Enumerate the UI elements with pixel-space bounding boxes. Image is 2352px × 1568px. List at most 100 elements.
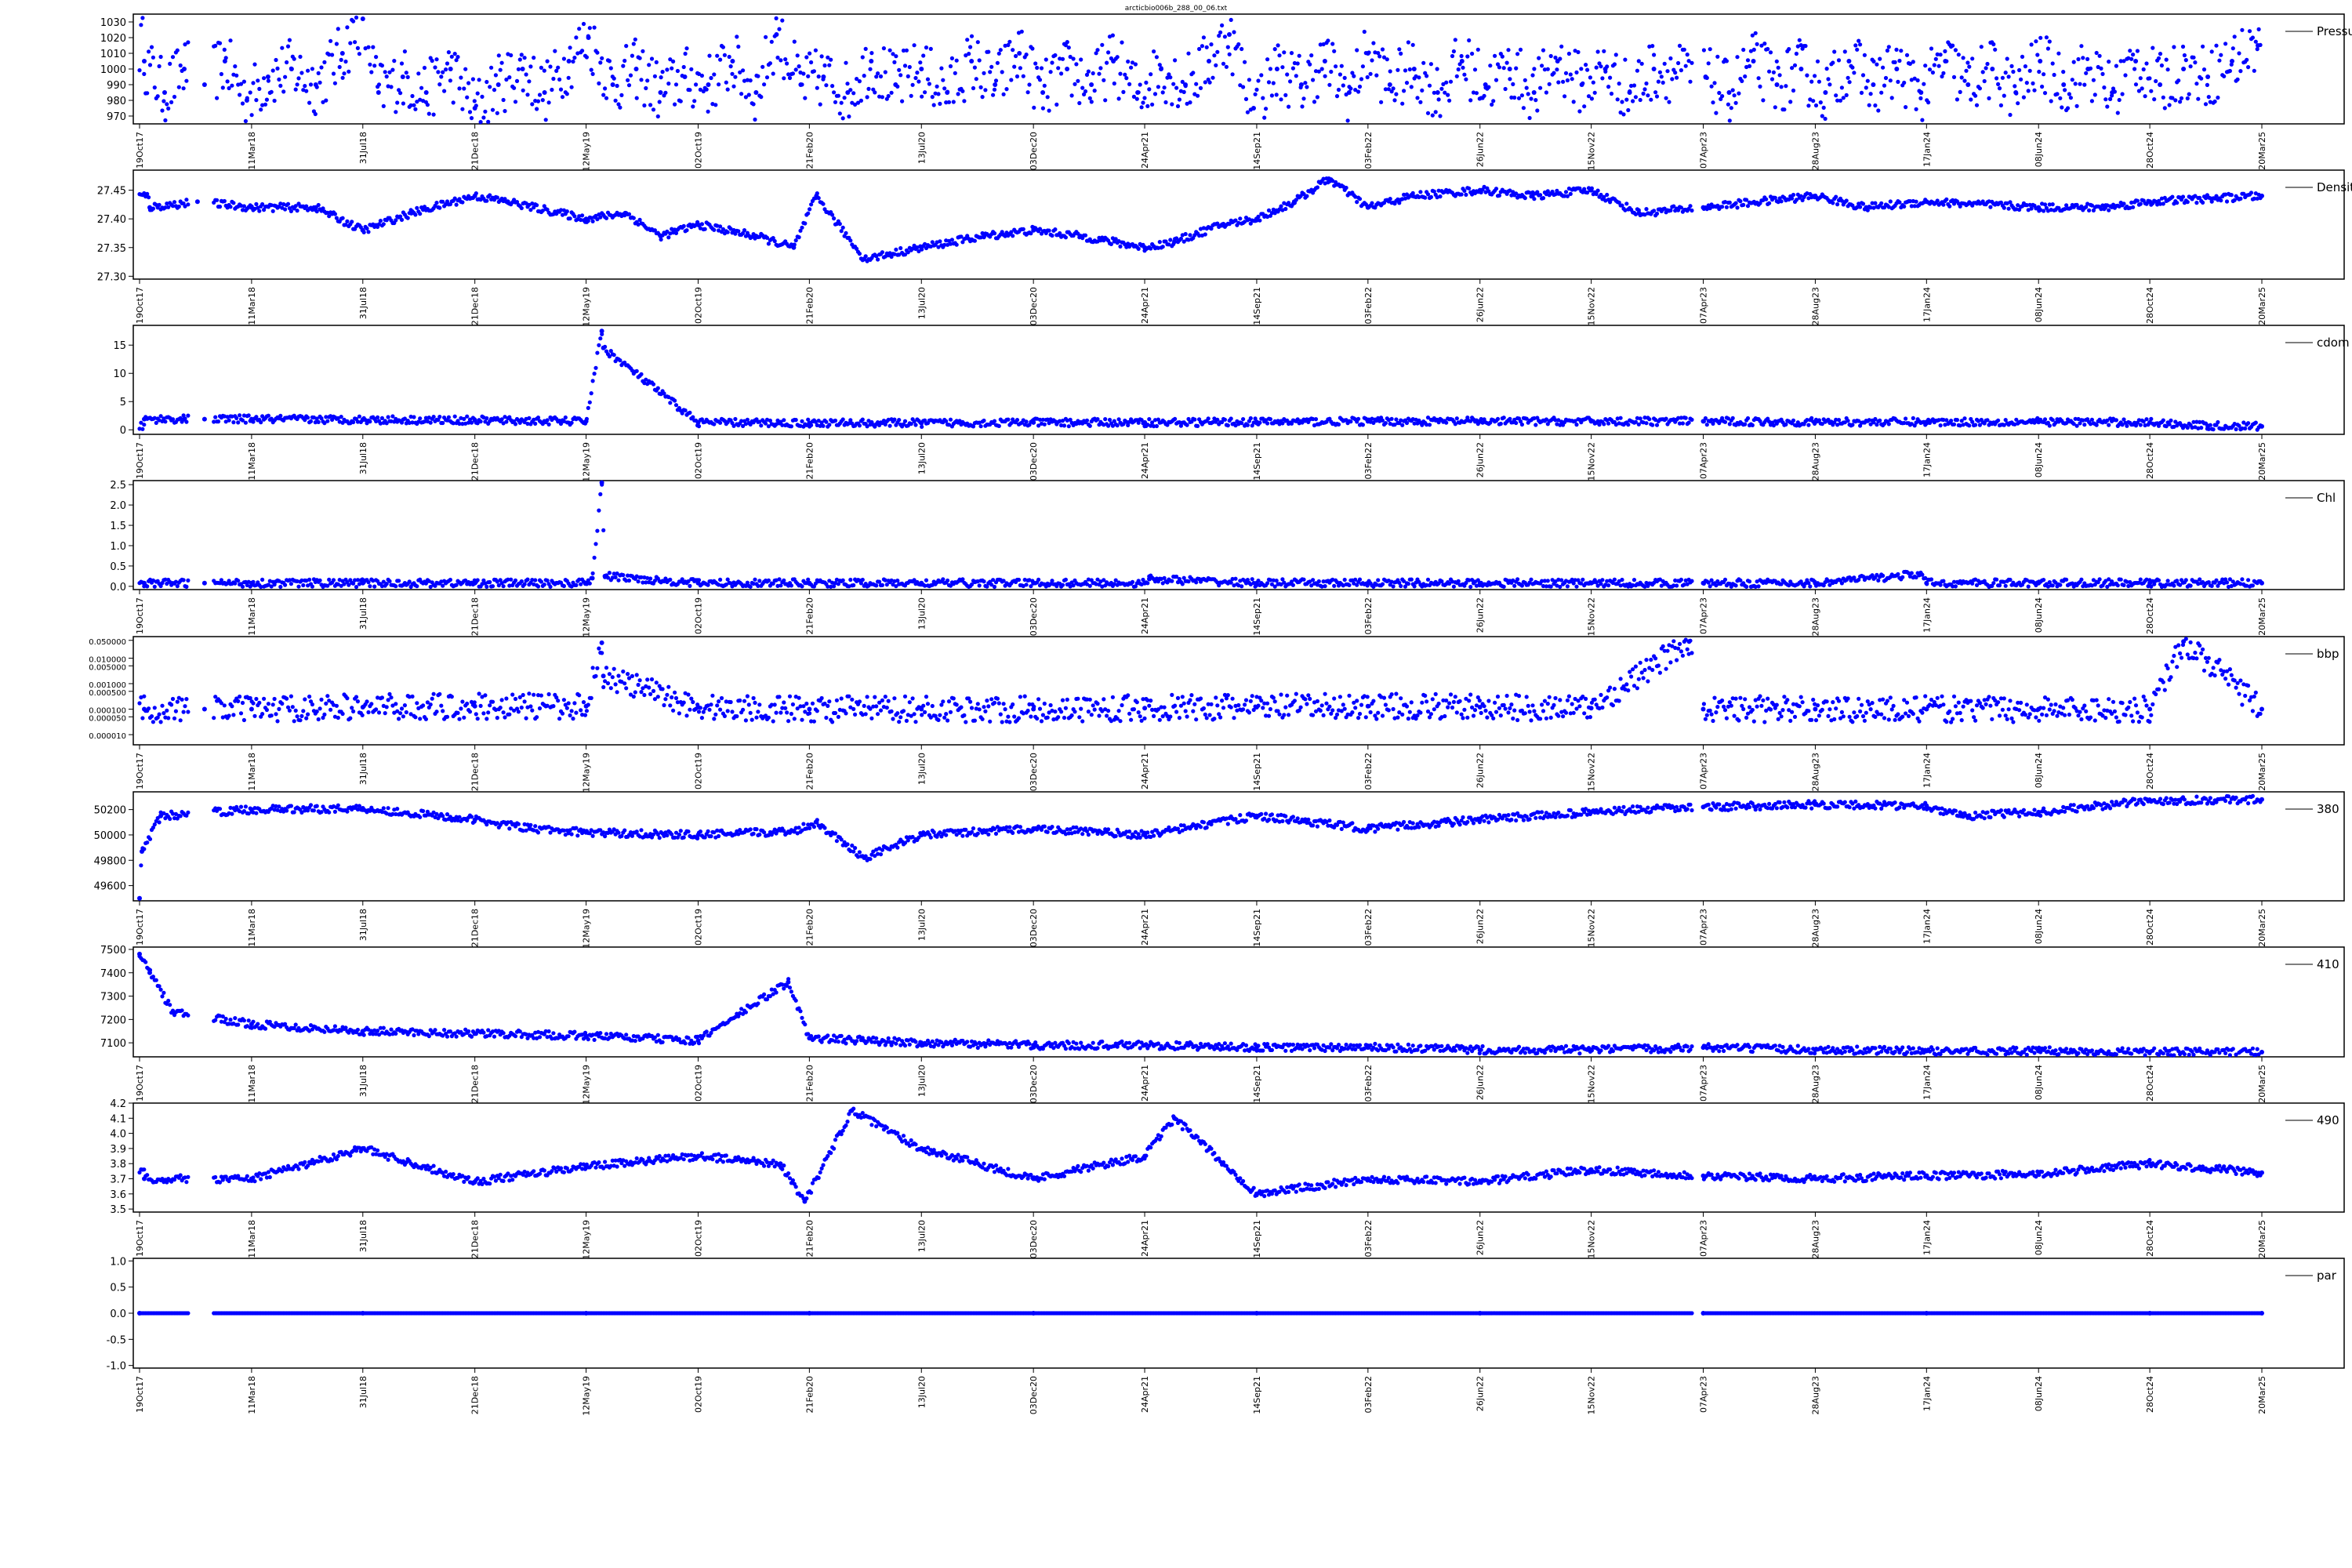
- data-point: [574, 35, 579, 40]
- data-point: [1192, 417, 1197, 422]
- data-point: [978, 424, 983, 429]
- data-point: [706, 109, 710, 114]
- data-point: [336, 27, 340, 31]
- data-point: [1685, 53, 1690, 57]
- data-point: [445, 61, 450, 66]
- data-point: [1962, 78, 1967, 83]
- data-point: [626, 212, 632, 216]
- data-point: [524, 72, 528, 77]
- data-point: [1019, 29, 1024, 34]
- data-point: [1904, 416, 1908, 421]
- data-point: [681, 64, 686, 70]
- x-tick-label: 13Jul20: [916, 442, 927, 474]
- data-point: [2107, 423, 2111, 427]
- data-point: [684, 228, 689, 233]
- data-point: [222, 47, 227, 52]
- data-point: [1280, 208, 1285, 212]
- data-point: [706, 583, 710, 587]
- x-tick-label: 21Feb20: [804, 287, 815, 324]
- data-point: [472, 99, 477, 103]
- data-point: [1768, 50, 1773, 55]
- data-point: [1727, 422, 1732, 426]
- data-point: [967, 52, 971, 56]
- data-point: [887, 48, 892, 53]
- data-point: [1813, 419, 1818, 425]
- data-point: [348, 41, 353, 45]
- data-point: [1853, 43, 1858, 48]
- data-point: [441, 199, 445, 204]
- data-point: [408, 210, 414, 216]
- data-point: [830, 84, 835, 89]
- data-point: [1652, 209, 1657, 213]
- y-tick-label: 1000: [100, 64, 126, 76]
- data-point: [797, 235, 801, 240]
- data-point: [1338, 72, 1342, 77]
- data-point: [1636, 210, 1642, 216]
- data-point: [1495, 416, 1501, 422]
- x-tick-label: 31Jul18: [358, 597, 368, 630]
- data-point: [1154, 55, 1159, 60]
- data-point: [1967, 423, 1972, 428]
- data-point: [759, 95, 764, 100]
- data-point: [1396, 67, 1400, 72]
- data-point: [354, 15, 359, 20]
- data-point: [2052, 72, 2056, 78]
- data-point: [607, 571, 612, 575]
- data-point: [1285, 72, 1290, 77]
- data-point: [818, 102, 822, 107]
- data-point: [319, 65, 324, 70]
- data-point: [1224, 64, 1229, 69]
- data-point: [1488, 64, 1493, 68]
- x-tick-label: 31Jul18: [358, 287, 368, 319]
- data-point: [2245, 57, 2249, 62]
- data-point: [595, 217, 600, 222]
- data-point: [942, 86, 947, 91]
- data-point: [1537, 56, 1541, 60]
- data-point: [1268, 417, 1272, 422]
- data-point: [316, 419, 321, 425]
- data-point: [1068, 54, 1073, 60]
- data-point: [2180, 194, 2186, 199]
- data-point: [1152, 49, 1156, 54]
- data-point: [520, 67, 525, 71]
- data-point: [1173, 58, 1178, 63]
- data-point: [354, 585, 359, 590]
- data-point: [598, 215, 603, 220]
- data-point: [1227, 52, 1232, 56]
- data-point: [527, 79, 532, 84]
- data-point: [330, 53, 335, 57]
- data-point: [965, 38, 970, 42]
- x-tick-label: 03Dec20: [1029, 597, 1039, 636]
- data-point: [332, 212, 337, 216]
- data-point: [727, 54, 731, 60]
- data-point: [1436, 188, 1441, 193]
- data-point: [960, 240, 965, 245]
- data-point: [1540, 64, 1544, 68]
- data-point: [636, 579, 641, 584]
- data-point: [728, 227, 733, 231]
- x-tick-label: 02Oct19: [693, 132, 703, 169]
- data-point: [1857, 38, 1861, 43]
- data-point: [787, 75, 793, 81]
- data-point: [2076, 56, 2081, 62]
- data-point: [2120, 92, 2125, 96]
- data-point: [441, 70, 445, 74]
- data-point: [923, 241, 927, 246]
- data-point: [2060, 105, 2064, 110]
- data-point: [1644, 421, 1649, 426]
- data-point: [1183, 231, 1188, 237]
- data-point: [1142, 245, 1148, 250]
- data-point: [1764, 197, 1769, 201]
- data-point: [2105, 104, 2110, 109]
- data-point: [709, 75, 713, 81]
- data-point: [313, 205, 318, 210]
- data-point: [1512, 95, 1517, 100]
- data-point: [2194, 82, 2199, 86]
- data-point: [292, 56, 296, 61]
- data-point: [405, 216, 410, 220]
- data-point: [702, 227, 707, 231]
- data-point: [2123, 73, 2128, 78]
- data-point: [1806, 103, 1811, 108]
- data-point: [1759, 43, 1764, 48]
